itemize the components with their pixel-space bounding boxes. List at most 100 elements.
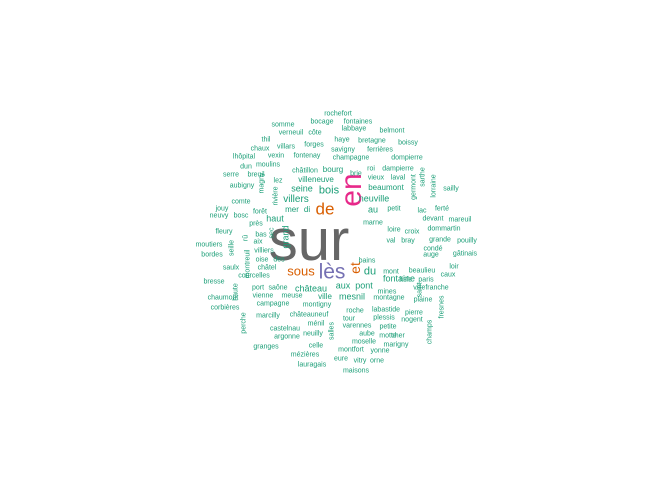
cloud-word: vitry (353, 357, 367, 365)
cloud-word: maisons (342, 367, 370, 375)
cloud-word: sec (268, 227, 276, 239)
cloud-word: tour (342, 315, 356, 323)
cloud-word: bresse (203, 278, 225, 286)
cloud-word: port (251, 284, 265, 292)
cloud-word: fleury (215, 228, 233, 236)
cloud-word: loir (449, 263, 459, 271)
cloud-word: bordes (201, 251, 223, 259)
cloud-word: caux (440, 271, 456, 279)
cloud-word: vieux (367, 174, 385, 182)
cloud-word: orne (369, 357, 385, 365)
cloud-word: germont (410, 174, 418, 200)
cloud-word: croix (404, 228, 420, 236)
cloud-word: somme (271, 121, 295, 129)
cloud-word: meuse (281, 292, 303, 300)
cloud-word: plaine (413, 296, 433, 304)
cloud-word: vienne (252, 292, 274, 300)
cloud-word: grande (429, 236, 451, 244)
cloud-word: bretagne (358, 137, 386, 145)
cloud-word: perche (240, 312, 248, 334)
cloud-word: sous (287, 263, 315, 279)
cloud-word: sarthe (419, 167, 427, 187)
cloud-word: villefranche (413, 284, 449, 292)
cloud-word: mont (383, 268, 399, 276)
cloud-word: châteauneuf (289, 311, 329, 319)
cloud-word: bray (401, 237, 415, 245)
cloud-word: haye (334, 136, 350, 144)
cloud-word: haut (266, 213, 284, 224)
cloud-word: brie (350, 170, 362, 178)
cloud-word: fontenay (293, 152, 321, 160)
cloud-word: mer (285, 205, 299, 214)
cloud-word: bains (358, 257, 376, 265)
cloud-word: seine (291, 183, 313, 194)
cloud-word: fontaines (343, 118, 373, 126)
cloud-word: serre (223, 171, 239, 179)
cloud-word: laval (390, 174, 406, 182)
cloud-word: comte (231, 198, 251, 206)
cloud-word: verneuil (278, 129, 304, 137)
cloud-word: côte (308, 129, 322, 137)
cloud-word: champs (426, 319, 434, 345)
cloud-word: saulx (222, 264, 240, 272)
cloud-word: châtel (257, 264, 277, 272)
cloud-word: pouilly (457, 237, 477, 245)
cloud-word: champagne (332, 154, 370, 162)
cloud-word: près (249, 220, 263, 228)
cloud-word: bas (255, 231, 267, 239)
cloud-word: val (386, 237, 396, 245)
cloud-word: paris (418, 276, 434, 284)
cloud-word: montagne (373, 294, 405, 302)
cloud-word: labbaye (341, 125, 367, 133)
cloud-word: aube (359, 330, 375, 338)
cloud-word: rivière (272, 186, 280, 206)
cloud-word: plessis (373, 314, 395, 322)
cloud-word: châtillon (292, 167, 318, 175)
cloud-word: saint (416, 282, 424, 298)
cloud-word: aix (253, 238, 263, 246)
cloud-word: beaumont (368, 183, 404, 192)
cloud-word: sailly (443, 185, 459, 193)
cloud-word: corbières (210, 304, 240, 312)
cloud-word: marne (363, 219, 383, 227)
cloud-word: château (294, 283, 328, 294)
cloud-word: aux (335, 280, 351, 291)
cloud-word: auge (423, 251, 439, 259)
cloud-word: moulins (255, 161, 281, 169)
cloud-word: beaulieu (408, 267, 436, 275)
cloud-word: haute (232, 283, 240, 301)
cloud-word: du (363, 265, 377, 278)
cloud-word: des (273, 256, 285, 264)
cloud-word: argonne (274, 333, 300, 341)
cloud-word: villeneuve (298, 175, 334, 184)
cloud-word: gâtinais (452, 250, 478, 258)
cloud-word: au (367, 204, 379, 215)
cloud-word: seille (228, 240, 236, 256)
cloud-word: mesnil (338, 291, 366, 302)
cloud-word: mareuil (448, 216, 472, 224)
cloud-word: lès (318, 260, 346, 284)
cloud-word: ville (318, 292, 332, 301)
cloud-word: mines (377, 288, 397, 296)
cloud-word: lauragais (297, 361, 327, 369)
cloud-word: breuil (247, 171, 265, 179)
cloud-word: celle (308, 342, 324, 350)
cloud-word: dun (240, 163, 252, 171)
cloud-word: bois (318, 184, 340, 197)
cloud-word: montigny (302, 301, 332, 309)
cloud-word: castelnau (270, 325, 300, 333)
cloud-word: yonne (370, 347, 390, 355)
cloud-word: rochefort (324, 110, 352, 118)
cloud-word: courcelles (238, 272, 270, 280)
cloud-word: petite (379, 323, 397, 331)
cloud-word: montfort (338, 346, 364, 354)
cloud-word: neuville (358, 193, 390, 204)
cloud-word: neuvy (209, 212, 229, 220)
cloud-word: savigny (331, 146, 355, 154)
cloud-word: ménil (307, 320, 325, 328)
cloud-word: rû (242, 234, 250, 242)
cloud-word: marcilly (256, 312, 280, 320)
cloud-word: de (315, 199, 335, 219)
cloud-word: bosc (233, 212, 249, 220)
